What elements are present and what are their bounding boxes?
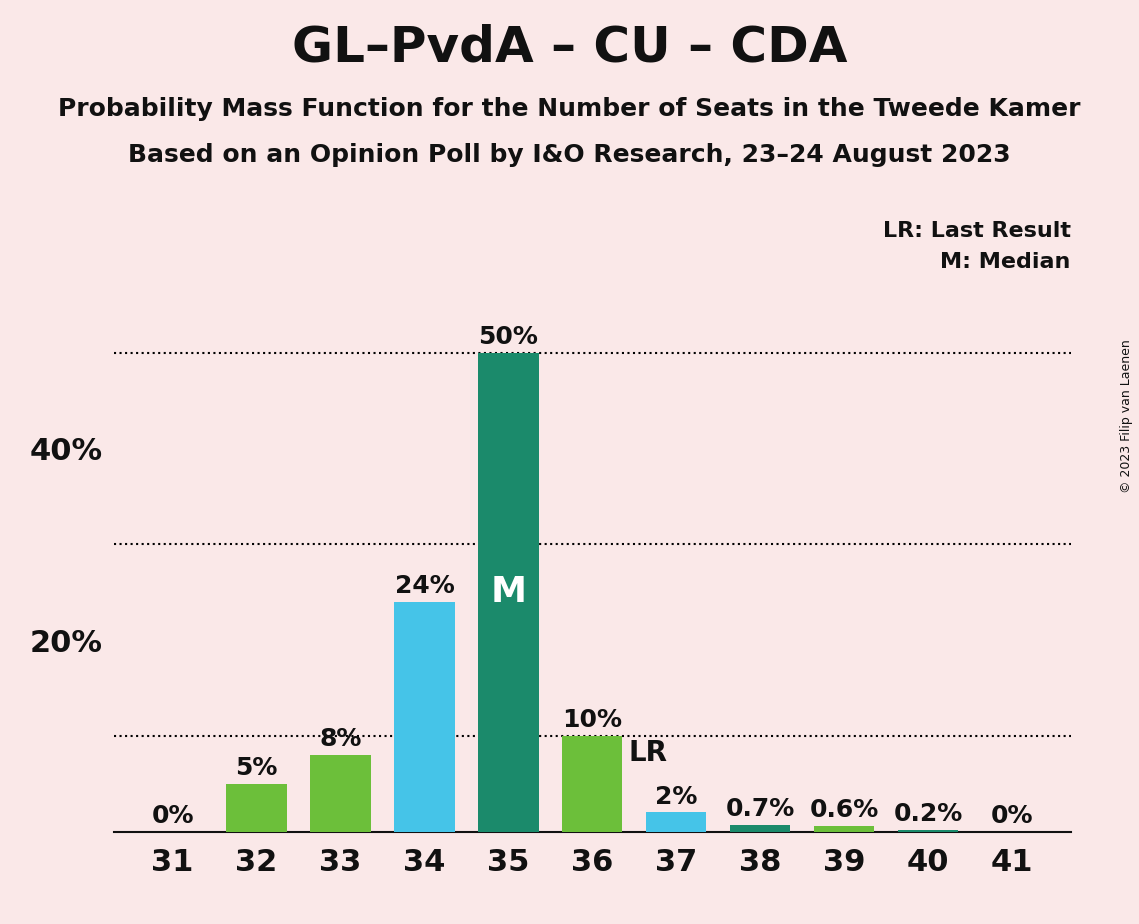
Text: M: M [491,576,526,609]
Text: 10%: 10% [563,708,622,732]
Text: 0.7%: 0.7% [726,797,795,821]
Text: © 2023 Filip van Laenen: © 2023 Filip van Laenen [1121,339,1133,492]
Text: LR: Last Result: LR: Last Result [883,221,1071,240]
Bar [898,830,958,832]
Text: 2%: 2% [655,784,697,808]
Text: 50%: 50% [478,325,539,349]
Bar [394,602,454,832]
Bar [646,812,706,832]
Text: Based on an Opinion Poll by I&O Research, 23–24 August 2023: Based on an Opinion Poll by I&O Research… [129,143,1010,167]
Text: LR: LR [629,738,667,767]
Text: 0%: 0% [151,804,194,828]
Text: 0%: 0% [991,804,1033,828]
Bar [814,826,875,832]
Text: 0.2%: 0.2% [893,802,962,826]
Text: GL–PvdA – CU – CDA: GL–PvdA – CU – CDA [292,23,847,71]
Bar [227,784,287,832]
Text: 8%: 8% [319,727,362,751]
Text: Probability Mass Function for the Number of Seats in the Tweede Kamer: Probability Mass Function for the Number… [58,97,1081,121]
Bar [478,353,539,832]
Bar [562,736,623,832]
Bar [730,825,790,832]
Text: 0.6%: 0.6% [810,798,878,822]
Text: 5%: 5% [236,756,278,780]
Bar [310,755,370,832]
Text: M: Median: M: Median [941,252,1071,273]
Text: 24%: 24% [394,574,454,598]
